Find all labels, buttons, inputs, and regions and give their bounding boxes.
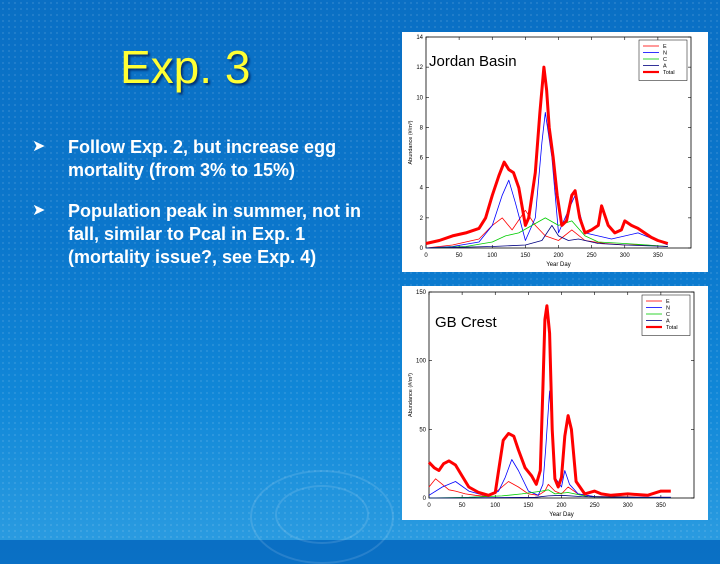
legend-label: A [663, 64, 667, 70]
y-tick-label: 50 [419, 427, 426, 433]
bullet-text: Population peak in summer, not in fall, … [68, 201, 362, 267]
x-tick-label: 100 [487, 253, 498, 259]
arrow-bullet-icon: ➤ [32, 202, 46, 219]
chart-jordan-basin: 0 50 100 150 200 250 300 350 0 2 4 6 8 10 12 14 Year Day… [408, 35, 692, 268]
legend-label: Total [666, 325, 678, 331]
y-tick-label: 0 [423, 496, 427, 502]
slide-title: Exp. 3 [120, 41, 251, 93]
y-axis-label: Abundance (#/m³) [408, 120, 414, 164]
arrow-bullet-icon: ➤ [32, 138, 46, 155]
x-tick-label: 50 [456, 253, 463, 259]
legend-box [641, 294, 691, 336]
legend-label: C [666, 312, 670, 318]
x-tick-label: 300 [620, 253, 631, 259]
y-tick-label: 150 [416, 290, 427, 296]
series-line-total [427, 304, 671, 497]
x-tick-label: 150 [523, 503, 534, 509]
chart-panel-jordan-basin: 0 50 100 150 200 250 300 350 0 2 4 6 8 10 12 14 Year Day… [402, 32, 708, 272]
x-tick-label: 250 [587, 253, 598, 259]
chart-title: GB Crest [435, 314, 498, 331]
x-tick-label: 300 [623, 503, 634, 509]
chart-panel-gb-crest: 0 50 100 150 200 250 300 350 0 50 100 150 Year Day Ab… [402, 286, 708, 520]
legend-box [638, 39, 688, 81]
y-tick-label: 2 [420, 216, 424, 222]
legend-label: Total [663, 70, 675, 76]
legend-label: E [666, 299, 670, 305]
background-swirl-inner [275, 485, 369, 544]
bullet-list: ➤ Follow Exp. 2, but increase egg mortal… [32, 136, 372, 287]
x-axis-label: Year Day [546, 262, 570, 268]
series-line-c [425, 217, 668, 249]
series-line-a [425, 224, 668, 249]
y-tick-label: 14 [416, 35, 423, 41]
x-tick-label: 250 [590, 503, 601, 509]
bullet-item: ➤ Population peak in summer, not in fall… [32, 200, 372, 269]
y-tick-label: 4 [420, 186, 424, 192]
x-tick-label: 350 [653, 253, 664, 259]
y-tick-label: 100 [416, 359, 427, 365]
series-line-total [425, 65, 669, 245]
x-tick-label: 0 [427, 503, 431, 509]
x-tick-label: 200 [556, 503, 567, 509]
chart-gb-crest: 0 50 100 150 200 250 300 350 0 50 100 150 Year Day Ab… [408, 290, 695, 518]
y-tick-label: 6 [420, 156, 424, 162]
x-tick-label: 0 [424, 253, 428, 259]
legend-label: A [666, 319, 670, 325]
y-tick-label: 10 [416, 95, 423, 101]
x-tick-label: 150 [520, 253, 531, 259]
legend-label: N [663, 51, 667, 57]
x-tick-label: 50 [459, 503, 466, 509]
chart-title: Jordan Basin [429, 53, 517, 70]
y-tick-label: 0 [420, 246, 424, 252]
legend-label: N [666, 306, 670, 312]
legend-label: E [663, 44, 667, 50]
y-tick-label: 8 [420, 125, 424, 131]
x-tick-label: 100 [490, 503, 501, 509]
bullet-item: ➤ Follow Exp. 2, but increase egg mortal… [32, 136, 372, 182]
legend-label: C [663, 57, 667, 63]
bullet-text: Follow Exp. 2, but increase egg mortalit… [68, 137, 337, 180]
series-line-a [428, 494, 671, 499]
y-axis-label: Abundance (#/m³) [408, 373, 414, 417]
x-tick-label: 350 [656, 503, 667, 509]
x-axis-label: Year Day [549, 512, 573, 518]
x-tick-label: 200 [553, 253, 564, 259]
y-tick-label: 12 [416, 65, 423, 71]
